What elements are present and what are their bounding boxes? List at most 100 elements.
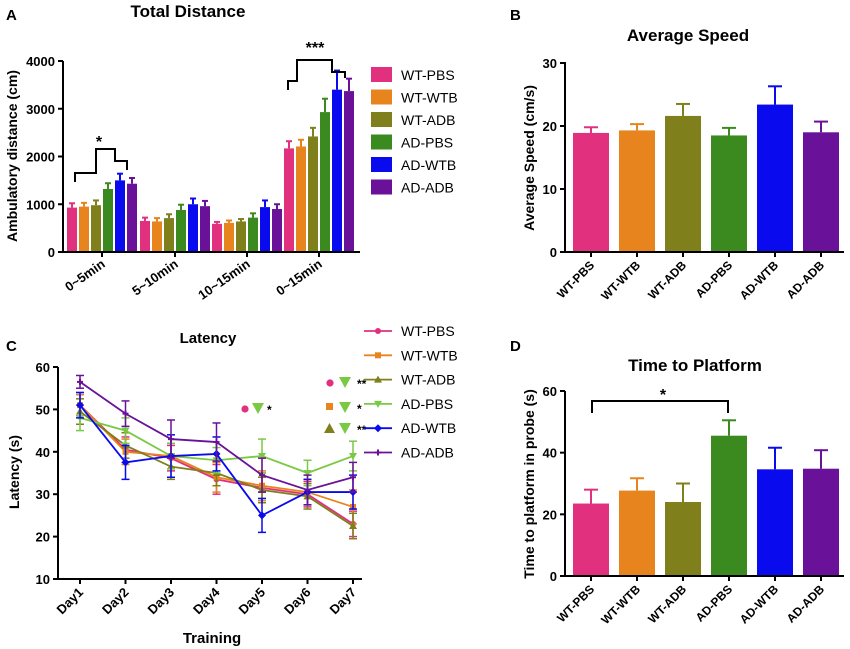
panel-c-point xyxy=(349,453,357,461)
panel-d-ytick-label: 60 xyxy=(543,384,557,399)
panel-d-bracket xyxy=(591,400,729,413)
panel-d-xtick-label: AD-WTB xyxy=(737,582,782,627)
panel-c-legend-label: WT-PBS xyxy=(401,323,455,339)
panel-d-xtick-label: WT-ADB xyxy=(645,582,689,626)
annot-triangle-marker xyxy=(324,423,335,433)
panel-c-point xyxy=(213,439,220,446)
panel-a-bar xyxy=(164,218,174,252)
panel-c-title: Latency xyxy=(180,330,237,347)
panel-b-bar xyxy=(573,132,609,252)
panel-c-legend-marker xyxy=(374,400,382,408)
panel-c-legend-marker xyxy=(375,328,381,334)
panel-c-point xyxy=(304,486,311,493)
panel-b-ytick-label: 30 xyxy=(543,56,557,71)
panel-a-ytick-label: 3000 xyxy=(26,102,55,117)
panel-a-bar xyxy=(284,148,294,252)
panel-c-point xyxy=(76,401,84,410)
panel-a-ytick-label: 0 xyxy=(48,245,55,260)
panel-a-bar xyxy=(308,136,318,252)
panel-d-bar xyxy=(619,490,655,576)
panel-a-bar xyxy=(103,188,113,252)
panel-c-xtick-label: Day6 xyxy=(281,585,314,618)
panel-d-xtick-label: AD-PBS xyxy=(693,582,735,624)
panel-c-legend-label: AD-WTB xyxy=(401,420,456,436)
panel-d-letter: D xyxy=(510,338,521,355)
annot-circle-marker xyxy=(241,405,249,413)
panel-c-annotations: ** * * ** xyxy=(241,377,367,437)
panel-c-legend-marker xyxy=(375,449,381,456)
panel-a-bar xyxy=(127,183,137,252)
panel-a-legend-label: AD-WTB xyxy=(401,157,456,173)
panel-d-bar xyxy=(665,502,701,576)
panel-b-xtick-label: AD-WTB xyxy=(737,258,782,303)
panel-a-bar xyxy=(224,222,234,252)
panel-d-title: Time to Platform xyxy=(628,356,762,375)
panel-a-sig-2: *** xyxy=(306,40,325,57)
panel-c-ytick-label: 40 xyxy=(36,445,50,460)
panel-a-xtick-label: 0~5min xyxy=(62,256,108,294)
panel-d-bar xyxy=(757,469,793,576)
panel-c-ylabel: Latency (s) xyxy=(6,435,22,509)
panel-a-legend-swatch xyxy=(371,157,392,172)
annot-sig-3: * xyxy=(357,402,362,416)
panel-d-ytick-label: 0 xyxy=(550,569,557,584)
panel-a-bracket-1 xyxy=(74,148,128,182)
panel-c: C Latency Latency (s) Training 10 20 30 40 5… xyxy=(6,323,458,647)
panel-a-legend-swatch xyxy=(371,89,392,105)
annot-triangle-down-marker xyxy=(252,403,264,414)
panel-a-bar xyxy=(260,207,270,252)
panel-c-legend-label: WT-ADB xyxy=(401,372,455,388)
panel-c-ytick-label: 30 xyxy=(36,487,50,502)
panel-c-legend-label: AD-ADB xyxy=(401,445,454,461)
panel-a-bar xyxy=(248,217,258,252)
panel-c-point xyxy=(350,474,356,481)
panel-c-point xyxy=(122,410,129,417)
panel-a-bar xyxy=(152,221,162,252)
panel-c-point xyxy=(77,378,83,385)
panel-a-legend-label: AD-PBS xyxy=(401,135,453,151)
panel-a-legend-swatch xyxy=(371,67,392,82)
panel-a-ytick-label: 2000 xyxy=(26,150,55,165)
panel-a-legend-label: WT-PBS xyxy=(401,67,455,83)
annot-triangle-down-marker xyxy=(339,402,351,413)
panel-c-xtick-label: Day5 xyxy=(236,585,269,618)
panel-c-ytick-label: 50 xyxy=(36,402,50,417)
panel-a-xtick-label: 0~15min xyxy=(273,256,325,298)
panel-a-bar xyxy=(200,206,210,252)
panel-d-xtick-label: WT-PBS xyxy=(554,582,597,625)
panel-a-legend-label: WT-WTB xyxy=(401,90,458,106)
panel-a-bar xyxy=(212,223,222,252)
panel-c-series xyxy=(76,374,357,506)
panel-c-legend-marker xyxy=(374,375,382,383)
panel-c-ytick-label: 20 xyxy=(36,530,50,545)
panel-c-xtick-label: Day1 xyxy=(54,585,87,618)
panel-a-title: Total Distance xyxy=(131,2,246,21)
panel-d-bar xyxy=(711,435,747,576)
panel-a-legend-swatch xyxy=(371,179,392,195)
panel-b-xtick-label: WT-WTB xyxy=(598,258,643,303)
panel-c-point xyxy=(259,472,265,479)
panel-a-ylabel: Ambulatory distance (cm) xyxy=(4,70,20,242)
panel-a-legend-swatch xyxy=(371,134,392,150)
panel-c-point xyxy=(168,436,174,443)
panel-d-xtick-label: WT-WTB xyxy=(598,582,643,627)
panel-c-xlabel: Training xyxy=(183,630,241,647)
panel-a-xtick-label: 5~10min xyxy=(129,256,181,298)
panel-b-letter: B xyxy=(510,7,521,24)
panel-a-bar xyxy=(344,91,354,253)
panel-c-letter: C xyxy=(6,338,17,355)
panel-c-ytick-label: 10 xyxy=(36,572,50,587)
panel-c-ytick-label: 60 xyxy=(36,360,50,375)
panel-c-point xyxy=(349,522,357,529)
panel-a-ytick-label: 4000 xyxy=(26,54,55,69)
annot-circle-marker xyxy=(326,379,334,387)
panel-a-bracket-2 xyxy=(287,59,346,90)
panel-d-ytick-label: 20 xyxy=(543,507,557,522)
panel-d-sig: * xyxy=(660,387,667,404)
panel-b-xtick-label: WT-PBS xyxy=(554,258,597,301)
panel-a-legend-swatch xyxy=(371,112,392,127)
panel-c-point xyxy=(121,427,130,435)
panel-a-legend-label: WT-ADB xyxy=(401,112,455,128)
panel-c-legend-label: AD-PBS xyxy=(401,396,453,412)
